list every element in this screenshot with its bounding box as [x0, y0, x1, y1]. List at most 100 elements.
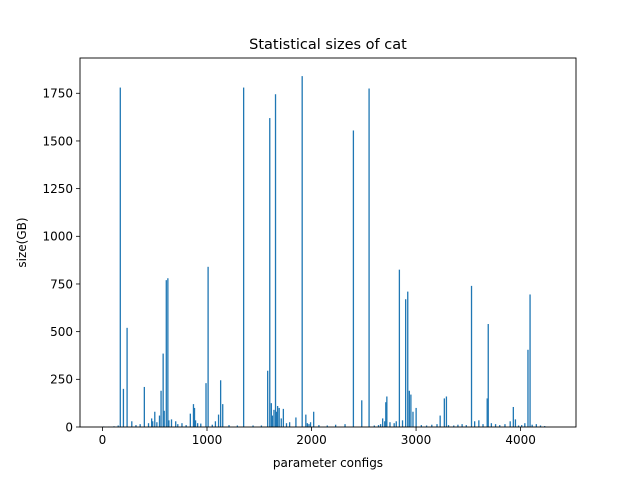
- bar: [217, 414, 220, 427]
- bar: [401, 420, 404, 427]
- bars-layer: [102, 76, 546, 428]
- bar: [494, 424, 497, 427]
- bar: [439, 415, 441, 427]
- bar: [222, 404, 224, 427]
- bar: [181, 423, 183, 427]
- x-tick-label: 1000: [192, 433, 223, 447]
- bar: [162, 353, 164, 427]
- bar: [445, 396, 448, 427]
- bar: [219, 380, 222, 427]
- bar: [504, 424, 506, 427]
- bar: [318, 425, 320, 427]
- bar: [539, 425, 542, 427]
- bar: [313, 411, 315, 427]
- bar: [385, 402, 387, 427]
- bar: [407, 291, 409, 427]
- x-tick-label: 0: [99, 433, 107, 447]
- bar: [271, 415, 274, 427]
- bar: [207, 266, 209, 427]
- bar: [193, 407, 196, 427]
- bar: [122, 388, 125, 427]
- bar: [425, 425, 428, 427]
- bar: [282, 408, 285, 427]
- y-tick-label: 1500: [42, 134, 73, 148]
- bar: [175, 421, 177, 427]
- bar: [531, 424, 533, 427]
- bar: [361, 400, 363, 427]
- x-axis-label: parameter configs: [273, 456, 383, 470]
- bar: [512, 406, 514, 427]
- bar: [487, 324, 489, 427]
- bar: [517, 425, 520, 427]
- bar: [189, 413, 191, 427]
- bar: [410, 394, 412, 427]
- bar: [295, 417, 297, 427]
- bar: [163, 410, 165, 427]
- bar: [170, 419, 173, 427]
- bar: [377, 425, 380, 427]
- bar: [544, 426, 546, 427]
- y-tick-label: 0: [65, 420, 73, 434]
- bar: [326, 425, 328, 427]
- bar: [514, 419, 517, 427]
- bar: [228, 425, 230, 427]
- bar: [436, 424, 438, 427]
- bar: [152, 421, 154, 427]
- y-tick-label: 750: [50, 277, 73, 291]
- bar: [200, 423, 202, 427]
- bar: [470, 285, 473, 427]
- plot-area-frame: [79, 57, 577, 428]
- bar: [482, 424, 484, 427]
- bar: [278, 407, 280, 427]
- bar: [167, 278, 169, 427]
- bar: [301, 76, 303, 428]
- bar: [119, 87, 121, 427]
- bar: [165, 280, 167, 427]
- bar: [431, 424, 433, 427]
- bar: [260, 425, 263, 427]
- bar: [280, 418, 282, 427]
- x-tick-label: 2000: [296, 433, 327, 447]
- bar: [267, 370, 269, 427]
- bar: [205, 383, 207, 427]
- bar: [509, 421, 511, 427]
- bar: [274, 94, 277, 427]
- y-tick-label: 500: [50, 325, 73, 339]
- bar: [131, 421, 133, 427]
- bar: [305, 414, 307, 427]
- bar: [352, 130, 355, 427]
- chart-title: Statistical sizes of cat: [249, 37, 407, 53]
- bar: [177, 424, 179, 427]
- bar: [158, 415, 161, 427]
- y-tick-label: 1000: [42, 230, 73, 244]
- bar: [415, 407, 417, 427]
- bar: [529, 294, 531, 427]
- bar: [168, 420, 170, 427]
- x-tick-label: 3000: [401, 433, 432, 447]
- y-tick-label: 1750: [42, 87, 73, 101]
- bar: [156, 422, 158, 427]
- bar: [252, 425, 254, 427]
- bar: [211, 424, 213, 427]
- bar: [386, 396, 388, 427]
- bar: [276, 406, 279, 427]
- bar: [269, 118, 271, 427]
- bar: [270, 403, 272, 427]
- bar: [398, 269, 401, 427]
- bar: [288, 422, 291, 427]
- ticks-layer: 0 1000 2000 3000 4000 0 250 500 750 1000 1250 1500 1…: [42, 87, 535, 447]
- bar: [143, 386, 145, 427]
- bar: [486, 398, 488, 427]
- bar: [527, 349, 529, 427]
- bar: [490, 423, 493, 427]
- bar: [151, 418, 153, 427]
- bar: [453, 425, 455, 427]
- bar: [242, 87, 245, 427]
- bar: [275, 411, 278, 427]
- bar: [461, 424, 463, 427]
- bar: [160, 390, 162, 427]
- bar: [194, 420, 197, 427]
- bar: [395, 421, 397, 427]
- bar: [126, 327, 128, 427]
